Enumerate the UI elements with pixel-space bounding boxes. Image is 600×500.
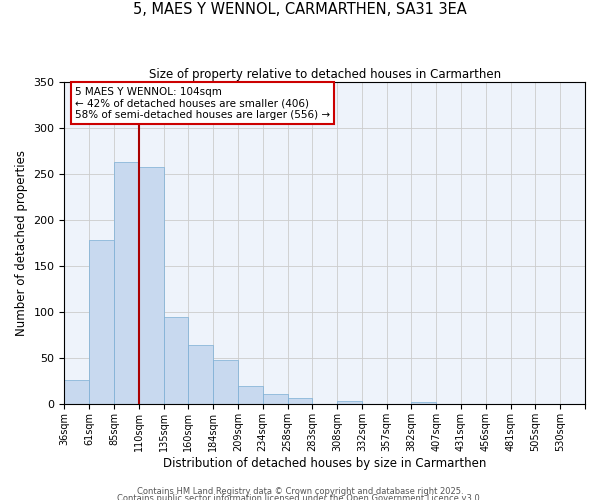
Text: 5, MAES Y WENNOL, CARMARTHEN, SA31 3EA: 5, MAES Y WENNOL, CARMARTHEN, SA31 3EA [133,2,467,18]
Bar [64,380,89,404]
Text: Contains HM Land Registry data © Crown copyright and database right 2025.: Contains HM Land Registry data © Crown c… [137,487,463,496]
Y-axis label: Number of detached properties: Number of detached properties [15,150,28,336]
Bar [139,166,164,404]
X-axis label: Distribution of detached houses by size in Carmarthen: Distribution of detached houses by size … [163,457,487,470]
Bar [188,346,213,405]
Bar [164,317,188,404]
Bar [114,162,139,404]
Bar [213,360,238,405]
Bar [89,240,114,404]
Title: Size of property relative to detached houses in Carmarthen: Size of property relative to detached ho… [149,68,501,80]
Text: Contains public sector information licensed under the Open Government Licence v3: Contains public sector information licen… [118,494,482,500]
Bar [337,400,362,404]
Text: 5 MAES Y WENNOL: 104sqm
← 42% of detached houses are smaller (406)
58% of semi-d: 5 MAES Y WENNOL: 104sqm ← 42% of detache… [75,86,330,120]
Bar [412,402,436,404]
Bar [263,394,287,404]
Bar [287,398,313,404]
Bar [238,386,263,404]
